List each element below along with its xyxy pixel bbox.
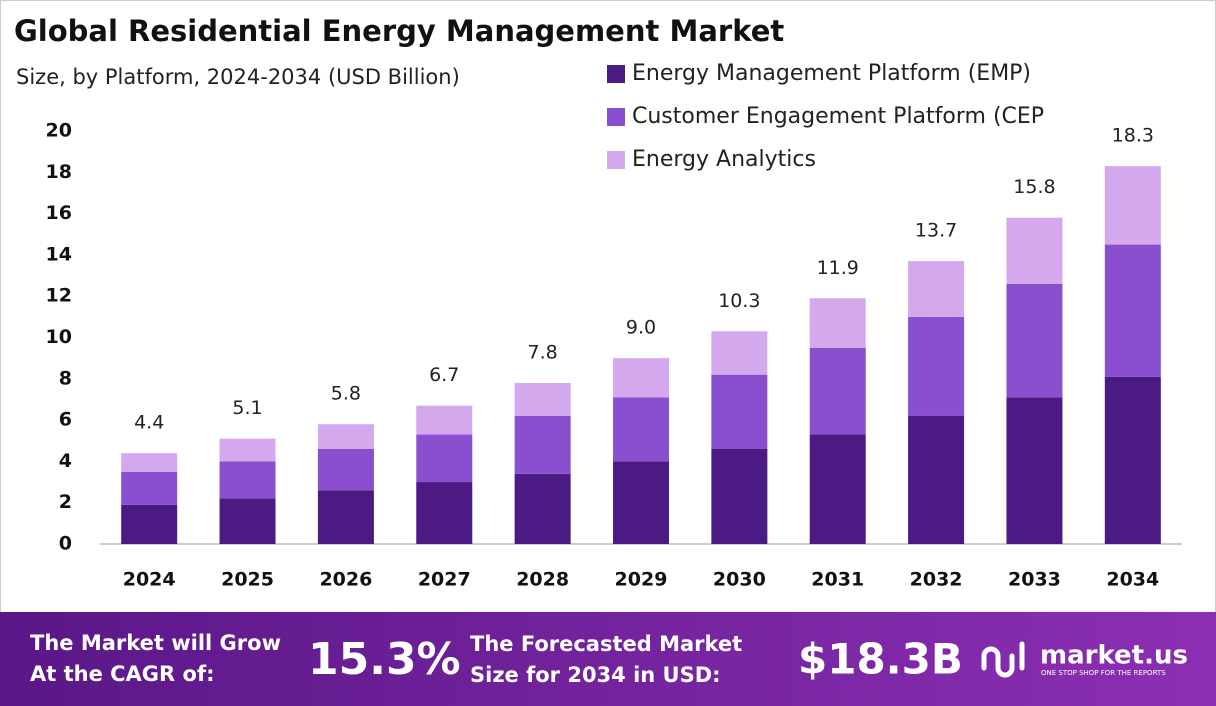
bar-segment (219, 498, 276, 544)
bar-segment (219, 438, 276, 462)
x-tick-label: 2034 (1106, 569, 1159, 591)
footer-band (0, 612, 1216, 706)
total-label: 18.3 (1112, 125, 1154, 147)
x-tick-label: 2031 (811, 569, 864, 591)
bar-segment (613, 397, 669, 462)
bar-segment (514, 382, 571, 416)
x-tick-label: 2032 (910, 569, 963, 591)
bar-segment (711, 449, 768, 544)
bar-segment (416, 405, 473, 435)
bar-segment (1006, 217, 1063, 284)
forecast-value: $18.3B (798, 635, 963, 684)
x-tick-label: 2025 (221, 569, 274, 591)
y-tick-label: 16 (46, 202, 72, 224)
bar-segment (1006, 397, 1063, 544)
y-tick-label: 20 (46, 120, 72, 142)
bar-segment (613, 461, 669, 544)
y-tick-label: 18 (46, 161, 72, 183)
legend-label: Energy Management Platform (EMP) (632, 61, 1031, 86)
bar-segment (908, 415, 965, 544)
total-label: 11.9 (817, 257, 859, 279)
y-tick-label: 6 (59, 409, 72, 431)
chart-title: Global Residential Energy Management Mar… (14, 14, 784, 48)
total-label: 7.8 (528, 341, 558, 363)
chart-subtitle: Size, by Platform, 2024-2034 (USD Billio… (16, 65, 460, 89)
bar-segment (514, 415, 571, 474)
cagr-value: 15.3% (308, 634, 461, 685)
y-tick-label: 8 (59, 367, 72, 389)
total-label: 6.7 (429, 364, 459, 386)
bar-segment (121, 471, 178, 505)
x-tick-label: 2030 (713, 569, 766, 591)
y-tick-label: 10 (46, 326, 72, 348)
x-tick-label: 2033 (1008, 569, 1061, 591)
total-label: 15.8 (1013, 176, 1055, 198)
bar-segment (1104, 376, 1161, 544)
total-label: 5.8 (331, 383, 361, 405)
bar-segment (317, 449, 374, 491)
bar-segment (416, 482, 473, 544)
x-tick-label: 2027 (418, 569, 471, 591)
bar-segment (416, 434, 473, 483)
bar-segment (317, 490, 374, 544)
bar-segment (219, 461, 276, 499)
y-tick-label: 12 (46, 285, 72, 307)
bar-segment (711, 331, 768, 375)
cagr-text: At the CAGR of: (30, 662, 215, 686)
x-tick-label: 2029 (615, 569, 668, 591)
bar-segment (908, 316, 965, 416)
legend-swatch (607, 151, 625, 169)
cagr-text: The Market will Grow (30, 631, 281, 655)
total-label: 9.0 (626, 317, 656, 339)
y-tick-label: 14 (46, 243, 72, 265)
bar-segment (809, 434, 866, 544)
bar-segment (613, 358, 669, 398)
bar-segment (809, 298, 866, 348)
bar-segment (711, 374, 768, 450)
forecast-text: The Forecasted Market (470, 632, 742, 656)
bar-segment (1104, 244, 1161, 377)
legend-label: Energy Analytics (632, 147, 816, 172)
bar-segment (809, 347, 866, 435)
legend-swatch (607, 108, 625, 126)
bar-segment (121, 504, 178, 544)
brand-logo (981, 641, 1025, 678)
x-tick-label: 2024 (123, 569, 176, 591)
bar-segment (514, 473, 571, 544)
bar-segment (1104, 166, 1161, 245)
x-tick-label: 2026 (319, 569, 372, 591)
x-tick-label: 2028 (516, 569, 569, 591)
bar-segment (121, 453, 178, 472)
y-tick-label: 2 (59, 491, 72, 513)
bar-segment (908, 261, 965, 317)
forecast-text: Size for 2034 in USD: (470, 663, 721, 687)
total-label: 5.1 (232, 397, 262, 419)
legend-label: Customer Engagement Platform (CEP (632, 104, 1044, 129)
legend-swatch (607, 65, 625, 83)
y-tick-label: 0 (59, 533, 72, 555)
total-label: 4.4 (134, 412, 164, 434)
brand-name: market.us (1040, 641, 1188, 671)
y-tick-label: 4 (59, 450, 72, 472)
bar-segment (317, 424, 374, 450)
total-label: 13.7 (915, 220, 957, 242)
brand-tagline: ONE STOP SHOP FOR THE REPORTS (1041, 669, 1166, 677)
bar-segment (1006, 283, 1063, 398)
total-label: 10.3 (718, 290, 760, 312)
